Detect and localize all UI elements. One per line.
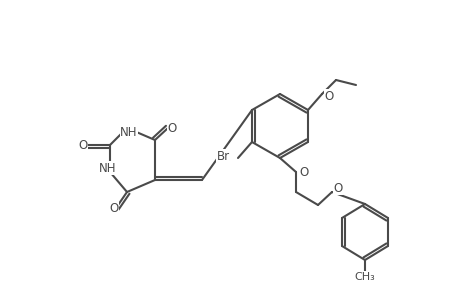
Text: O: O <box>299 166 308 178</box>
Text: O: O <box>78 139 87 152</box>
Text: CH₃: CH₃ <box>354 272 375 282</box>
Text: NH: NH <box>120 125 137 139</box>
Text: Br: Br <box>216 149 230 163</box>
Text: O: O <box>324 89 333 103</box>
Text: O: O <box>333 182 342 194</box>
Text: O: O <box>167 122 176 134</box>
Text: O: O <box>109 202 118 214</box>
Text: NH: NH <box>99 161 117 175</box>
